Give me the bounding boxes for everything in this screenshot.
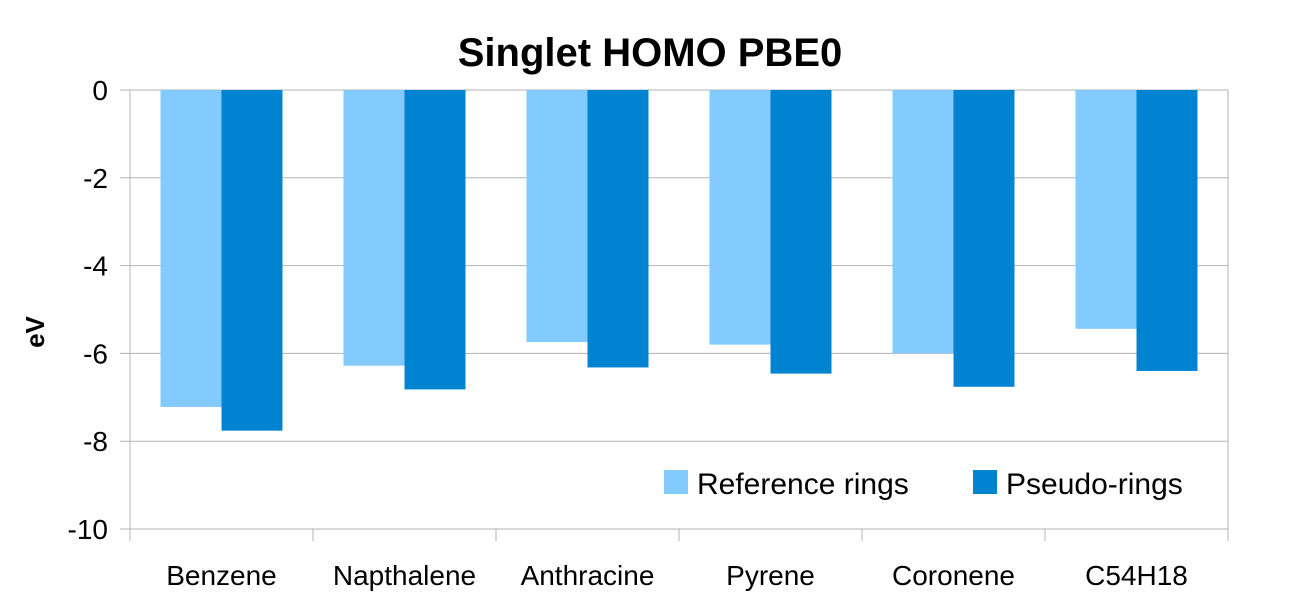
gridlines (120, 89, 1228, 530)
y-tick-labels: 0 -2 -4 -6 -8 -10 (68, 75, 108, 545)
x-tick-label: Pyrene (726, 560, 815, 591)
y-tick-label: -10 (68, 514, 108, 545)
x-tick-labels: Benzene Napthalene Anthracine Pyrene Coronen… (166, 560, 1188, 591)
bar-pseudo-napthalene (404, 90, 466, 390)
axes (129, 90, 1229, 541)
bar-reference-coronene (892, 90, 954, 354)
legend-swatch (664, 470, 688, 494)
bar-reference-pyrene (709, 90, 771, 345)
x-tick-label: Benzene (166, 560, 277, 591)
bar-pseudo-benzene (221, 90, 283, 431)
legend-label: Reference rings (697, 468, 909, 501)
y-tick-label: -6 (83, 338, 108, 369)
legend: Reference rings Pseudo-rings (664, 468, 1183, 501)
x-tick-label: Anthracine (521, 560, 655, 591)
x-tick-label: C54H18 (1085, 560, 1188, 591)
y-tick-label: -8 (83, 426, 108, 457)
bar-pseudo-c54h18 (1136, 90, 1198, 371)
bar-pseudo-coronene (953, 90, 1015, 387)
y-tick-label: -4 (83, 251, 108, 282)
bar-pseudo-pyrene (770, 90, 832, 374)
x-tick-label: Napthalene (333, 560, 476, 591)
bar-reference-benzene (160, 90, 222, 407)
bars (160, 90, 1198, 431)
legend-label: Pseudo-rings (1006, 468, 1183, 501)
bar-pseudo-anthracine (587, 90, 649, 368)
x-tick-label: Coronene (892, 560, 1015, 591)
y-tick-label: -2 (83, 163, 108, 194)
bar-reference-napthalene (343, 90, 405, 366)
chart-title: Singlet HOMO PBE0 (458, 31, 843, 75)
y-tick-label: 0 (92, 75, 108, 106)
bar-reference-anthracine (526, 90, 588, 342)
legend-swatch (973, 470, 997, 494)
y-axis-label: eV (20, 315, 50, 347)
bar-reference-c54h18 (1075, 90, 1137, 329)
